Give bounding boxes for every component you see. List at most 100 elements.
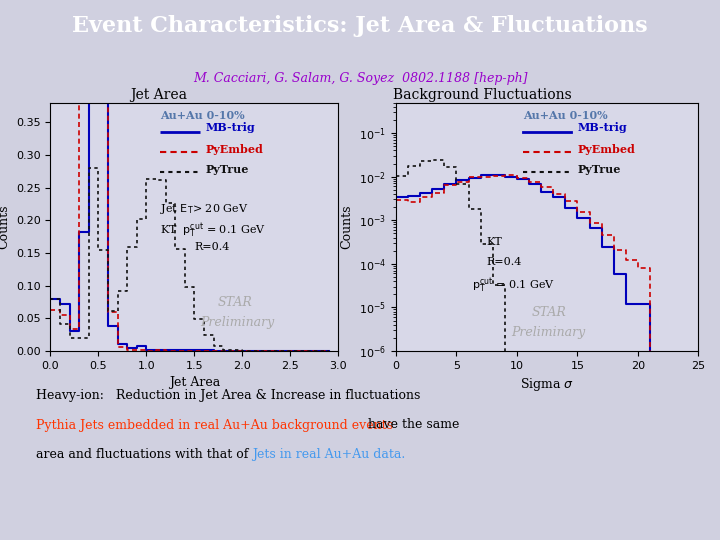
Text: R=0.4: R=0.4 [487,256,522,267]
PyTrue [46,295,55,302]
PyTrue [296,348,305,354]
Text: Pythia Jets embedded in real Au+Au background events: Pythia Jets embedded in real Au+Au backg… [36,418,393,431]
Text: Background Fluctuations: Background Fluctuations [393,87,572,102]
PyEmbed [267,348,276,354]
MB-trig [142,347,150,353]
PyTrue [132,215,141,222]
PyEmbed [257,348,266,354]
PyEmbed [315,348,323,354]
Y-axis label: Counts: Counts [341,205,354,249]
MB-trig [161,347,170,354]
PyEmbed [104,309,112,315]
MB-trig [210,348,218,354]
Text: R=0.4: R=0.4 [194,242,230,252]
PyTrue [257,348,266,354]
PyTrue [55,321,64,327]
PyTrue [84,165,93,171]
Text: PyEmbed: PyEmbed [206,144,264,156]
MB-trig [171,347,179,353]
Text: $\mathrm{p_T^{cut}}$ = 0.1 GeV: $\mathrm{p_T^{cut}}$ = 0.1 GeV [472,276,554,295]
PyTrue [210,343,218,349]
MB-trig [132,343,141,349]
PyEmbed [305,348,314,354]
MB-trig [199,347,208,354]
Text: MB-trig: MB-trig [577,122,627,133]
PyTrue [161,200,170,207]
Text: Heavy-ion:   Reduction in Jet Area & Increase in fluctuations: Heavy-ion: Reduction in Jet Area & Incre… [36,389,420,402]
PyTrue [219,347,228,353]
Text: PyEmbed: PyEmbed [577,144,635,156]
PyTrue [248,348,256,354]
Text: Au+Au 0-10%: Au+Au 0-10% [523,110,608,121]
PyEmbed [248,348,256,354]
PyTrue [113,288,122,295]
PyEmbed [286,348,294,354]
Text: area and fluctuations with that of: area and fluctuations with that of [36,448,253,461]
X-axis label: Sigma $\sigma$: Sigma $\sigma$ [520,376,575,393]
Text: Jet Area: Jet Area [130,87,187,102]
PyEmbed [152,347,161,354]
PyTrue [286,348,294,354]
Text: Au+Au 0-10%: Au+Au 0-10% [160,110,245,121]
Text: M. Cacciari, G. Salam, G. Soyez  0802.1188 [hep-ph]: M. Cacciari, G. Salam, G. Soyez 0802.118… [193,72,527,85]
PyEmbed [123,347,132,354]
Text: KT: KT [487,237,503,247]
PyEmbed [75,63,84,69]
PyEmbed [238,348,247,354]
PyTrue [238,348,247,354]
Text: Preliminary: Preliminary [200,316,274,329]
PyTrue [66,334,74,341]
PyEmbed [181,348,189,354]
MB-trig [286,348,294,354]
MB-trig [152,347,161,353]
Text: Event Characteristics: Jet Area & Fluctuations: Event Characteristics: Jet Area & Fluctu… [72,15,648,37]
PyTrue [181,284,189,290]
MB-trig [305,348,314,354]
MB-trig [113,341,122,347]
PyEmbed [66,326,74,332]
MB-trig [181,347,189,354]
Text: Jet $\mathrm{E_T}$> 20 GeV: Jet $\mathrm{E_T}$> 20 GeV [160,202,248,216]
PyTrue [267,348,276,354]
PyEmbed [55,312,64,319]
PyTrue [142,176,150,182]
PyEmbed [325,348,333,354]
PyTrue [94,247,103,253]
PyEmbed [210,348,218,354]
Text: STAR: STAR [532,306,567,319]
PyEmbed [46,307,55,313]
Text: MB-trig: MB-trig [206,122,256,133]
PyEmbed [161,348,170,354]
PyEmbed [113,343,122,350]
PyEmbed [142,348,150,354]
Text: PyTrue: PyTrue [206,164,249,175]
MB-trig [104,322,112,329]
PyEmbed [219,348,228,354]
MB-trig [315,348,323,354]
Text: have the same: have the same [364,418,459,431]
PyTrue [315,348,323,354]
PyTrue [325,348,333,354]
Text: STAR: STAR [217,296,252,309]
PyTrue [104,308,112,314]
Line: PyTrue: PyTrue [50,168,329,351]
MB-trig [190,347,199,354]
PyEmbed [199,348,208,354]
Text: PyTrue: PyTrue [577,164,621,175]
X-axis label: Jet Area: Jet Area [168,376,220,389]
MB-trig [325,348,333,354]
Line: PyEmbed: PyEmbed [50,0,329,351]
MB-trig [46,296,55,302]
PyEmbed [132,347,141,354]
PyTrue [123,244,132,250]
PyTrue [228,347,237,354]
PyEmbed [228,348,237,354]
MB-trig [296,348,305,354]
PyTrue [305,348,314,354]
MB-trig [267,348,276,354]
MB-trig [248,348,256,354]
PyEmbed [276,348,285,354]
MB-trig [257,348,266,354]
PyEmbed [296,348,305,354]
Y-axis label: Counts: Counts [0,205,10,249]
